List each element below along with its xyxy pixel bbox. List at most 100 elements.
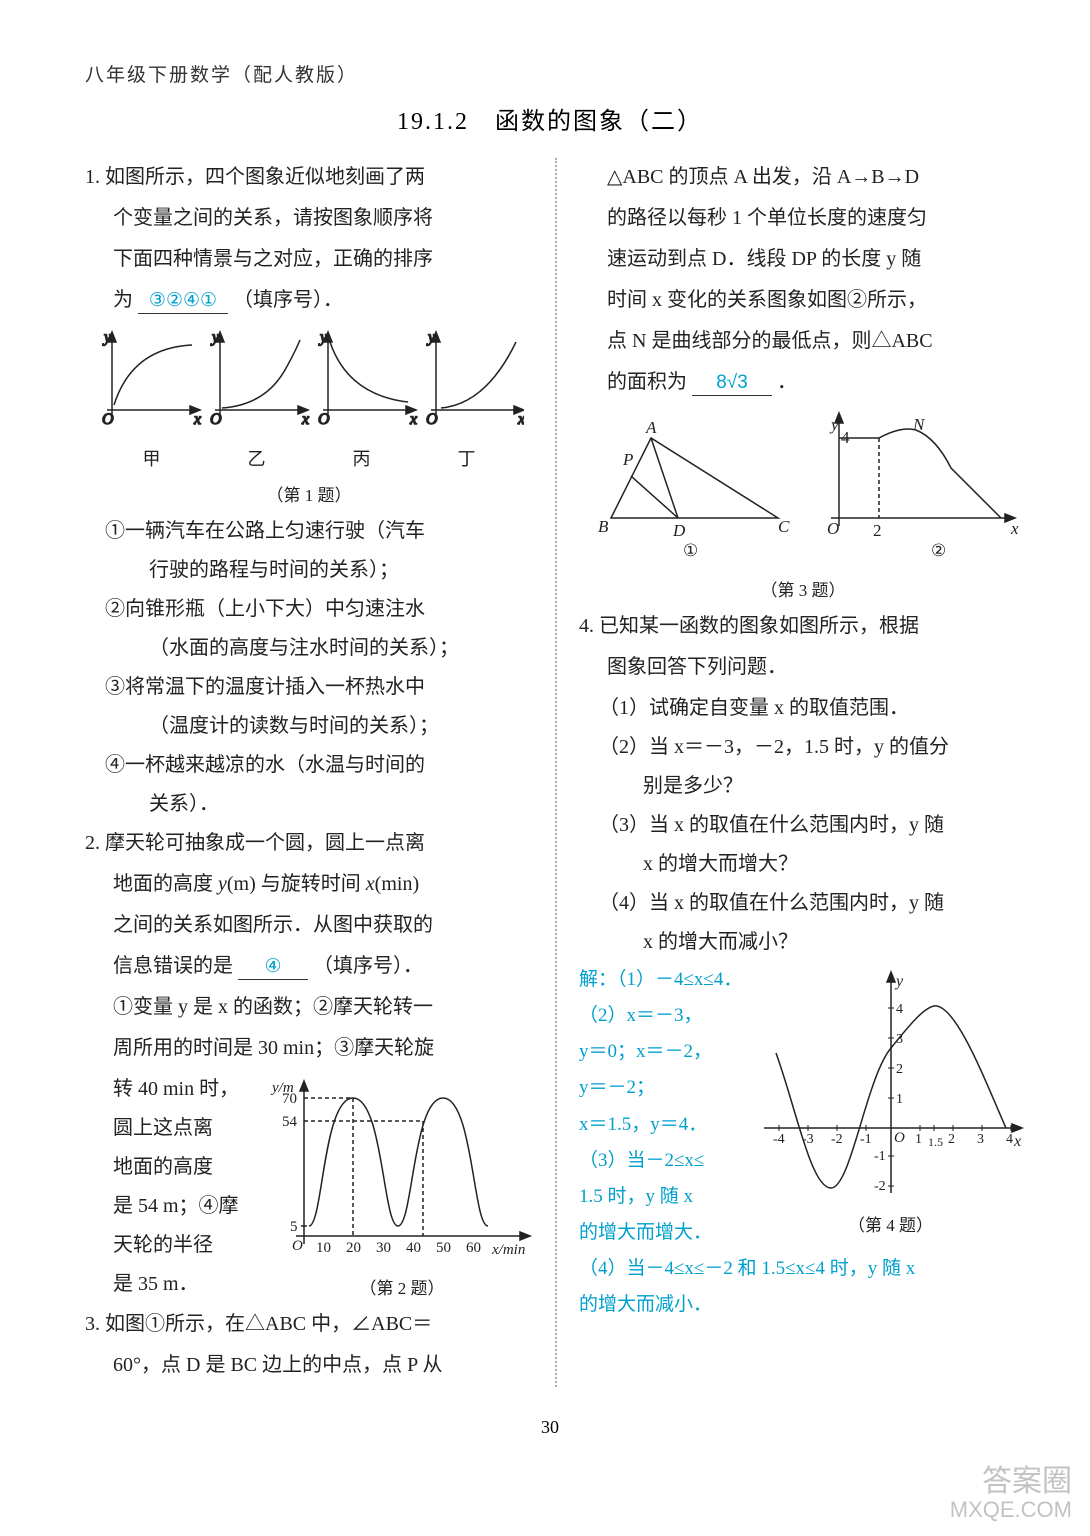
svg-text:O: O: [210, 411, 222, 428]
svg-text:O: O: [827, 519, 839, 538]
svg-text:y: y: [210, 329, 220, 346]
q1-label-c: 丙: [353, 442, 371, 477]
q2-l4a: 信息错误的是: [113, 955, 233, 977]
svg-text:54: 54: [282, 1114, 298, 1130]
q2-l7: 转 40 min 时，: [113, 1070, 268, 1109]
svg-text:x: x: [193, 411, 201, 428]
q4-figwrap: -4-3-2-1 1 1.5 234 4321 -1-2 y x O: [754, 962, 1027, 1251]
svg-text:-1: -1: [874, 1149, 886, 1164]
page-header: 八年级下册数学（配人教版）: [85, 60, 1015, 87]
q2-textfig-row: 转 40 min 时， 圆上这点离 地面的高度 是 54 m；④摩 天轮的半径 …: [85, 1070, 533, 1305]
svg-text:O: O: [426, 411, 438, 428]
q3-r3: 速运动到点 D．线段 DP 的长度 y 随: [579, 240, 1027, 279]
section-title: 19.1.2 函数的图象（二）: [85, 101, 1015, 136]
svg-text:P: P: [622, 450, 633, 469]
q1-stem4b: （填序号）．: [233, 289, 343, 311]
svg-text:x: x: [409, 411, 417, 428]
svg-text:10: 10: [316, 1240, 331, 1256]
q1-stem4a: 为: [113, 289, 133, 311]
q4-caption: （第 4 题）: [754, 1209, 1027, 1242]
svg-text:x: x: [517, 411, 524, 428]
svg-text:x: x: [1010, 519, 1019, 538]
svg-text:-2: -2: [831, 1132, 843, 1147]
q2-figwrap: y/m 70 54 5 O 102030 405060 x/min （第 2 题…: [268, 1070, 536, 1305]
svg-text:x: x: [301, 411, 309, 428]
q4-ans2b: y＝0；x＝－2，: [579, 1034, 754, 1070]
q1-line4: 为 ③②④① （填序号）．: [85, 281, 533, 320]
q4-s3b: x 的增大而增大？: [579, 845, 1027, 884]
svg-text:1: 1: [915, 1132, 922, 1147]
svg-text:x/min: x/min: [491, 1242, 525, 1258]
q4-s3a: （3）当 x 的取值在什么范围内时，y 随: [579, 806, 1027, 845]
svg-text:O: O: [894, 1130, 905, 1146]
q2-figure: y/m 70 54 5 O 102030 405060 x/min: [268, 1076, 536, 1266]
q4-ans2a: （2）x＝－3，: [579, 998, 754, 1034]
q1-answer-blank: ③②④①: [138, 290, 228, 314]
q3-answer-blank: 8√3: [692, 372, 772, 396]
q4-ans2c: y＝－2；: [579, 1070, 754, 1106]
watermark: 答案圈 MXQE.COM: [950, 1465, 1072, 1522]
q3-l2: 60°，点 D 是 BC 边上的中点，点 P 从: [85, 1346, 533, 1385]
svg-text:2: 2: [873, 521, 882, 540]
q2-answer-blank: ④: [238, 956, 308, 980]
q1-line2: 个变量之间的关系，请按图象顺序将: [85, 199, 533, 238]
q3-r6b: ．: [777, 371, 797, 393]
q1-caption: （第 1 题）: [85, 479, 533, 512]
q4-ans4b: 的增大而减小．: [579, 1287, 1027, 1323]
svg-text:-4: -4: [773, 1132, 785, 1147]
page-root: 八年级下册数学（配人教版） 19.1.2 函数的图象（二） 1. 如图所示，四个…: [0, 0, 1090, 1536]
q4-s4b: x 的增大而减小？: [579, 923, 1027, 962]
svg-text:-1: -1: [860, 1132, 872, 1147]
q1-label-b: 乙: [248, 442, 266, 477]
q4-answer-block: 解：（1）－4≤x≤4． （2）x＝－3， y＝0；x＝－2， y＝－2； x＝…: [579, 962, 754, 1251]
svg-text:3: 3: [896, 1032, 903, 1047]
svg-text:y: y: [426, 329, 436, 346]
q3-r4: 时间 x 变化的关系图象如图②所示，: [579, 281, 1027, 320]
q1-label-a: 甲: [143, 442, 161, 477]
q1-i3a: ③将常温下的温度计插入一杯热水中: [85, 668, 533, 707]
svg-text:20: 20: [346, 1240, 361, 1256]
q2-l5: ①变量 y 是 x 的函数；②摩天轮转一: [85, 988, 533, 1027]
q2-l10: 是 54 m；④摩: [113, 1187, 268, 1226]
q2-l11: 天轮的半径: [113, 1226, 268, 1265]
svg-text:y: y: [894, 973, 904, 990]
q2-l9: 地面的高度: [113, 1148, 268, 1187]
svg-text:y: y: [102, 329, 112, 346]
svg-text:-3: -3: [802, 1132, 814, 1147]
q2-l4b: （填序号）．: [313, 955, 423, 977]
svg-text:70: 70: [282, 1091, 297, 1107]
svg-text:3: 3: [977, 1132, 984, 1147]
left-column: 1. 如图所示，四个图象近似地刻画了两 个变量之间的关系，请按图象顺序将 下面四…: [85, 158, 533, 1387]
svg-text:60: 60: [466, 1240, 481, 1256]
q3-r6a: 的面积为: [607, 371, 687, 393]
q4-ansfig-row: 解：（1）－4≤x≤4． （2）x＝－3， y＝0；x＝－2， y＝－2； x＝…: [579, 962, 1027, 1251]
svg-text:O: O: [318, 411, 330, 428]
q1-i1b: 行驶的路程与时间的关系）；: [85, 551, 533, 590]
q4-ans2d: x＝1.5，y＝4．: [579, 1107, 754, 1143]
q2-wrap-text: 转 40 min 时， 圆上这点离 地面的高度 是 54 m；④摩 天轮的半径 …: [113, 1070, 268, 1305]
q3-figure: A P B D C ① y 4 N O 2 x ②: [583, 408, 1023, 568]
svg-text:50: 50: [436, 1240, 451, 1256]
q1-label-d: 丁: [458, 442, 476, 477]
q4-s2a: （2）当 x＝－3，－2，1.5 时，y 的值分: [579, 728, 1027, 767]
svg-text:4: 4: [1006, 1132, 1013, 1147]
svg-text:2: 2: [948, 1132, 955, 1147]
svg-text:O: O: [292, 1238, 303, 1254]
svg-text:x: x: [1013, 1133, 1021, 1150]
q3-r1: △ABC 的顶点 A 出发，沿 A→B→D: [579, 158, 1027, 197]
two-column-layout: 1. 如图所示，四个图象近似地刻画了两 个变量之间的关系，请按图象顺序将 下面四…: [85, 158, 1015, 1387]
svg-text:5: 5: [290, 1219, 298, 1235]
q2-l4: 信息错误的是 ④ （填序号）．: [85, 947, 533, 986]
svg-text:B: B: [598, 517, 609, 536]
svg-text:②: ②: [931, 541, 946, 560]
q4-l2: 图象回答下列问题．: [579, 648, 1027, 687]
q2-l1: 2. 摩天轮可抽象成一个圆，圆上一点离: [85, 824, 533, 863]
svg-text:y: y: [318, 329, 328, 346]
q1-i1a: ①一辆汽车在公路上匀速行驶（汽车: [85, 512, 533, 551]
q1-i4a: ④一杯越来越凉的水（水温与时间的: [85, 746, 533, 785]
svg-text:D: D: [672, 521, 686, 540]
q1-i4b: 关系）．: [85, 785, 533, 824]
svg-text:2: 2: [896, 1062, 903, 1077]
q1-line1: 1. 如图所示，四个图象近似地刻画了两: [85, 158, 533, 197]
svg-text:4: 4: [896, 1002, 903, 1017]
